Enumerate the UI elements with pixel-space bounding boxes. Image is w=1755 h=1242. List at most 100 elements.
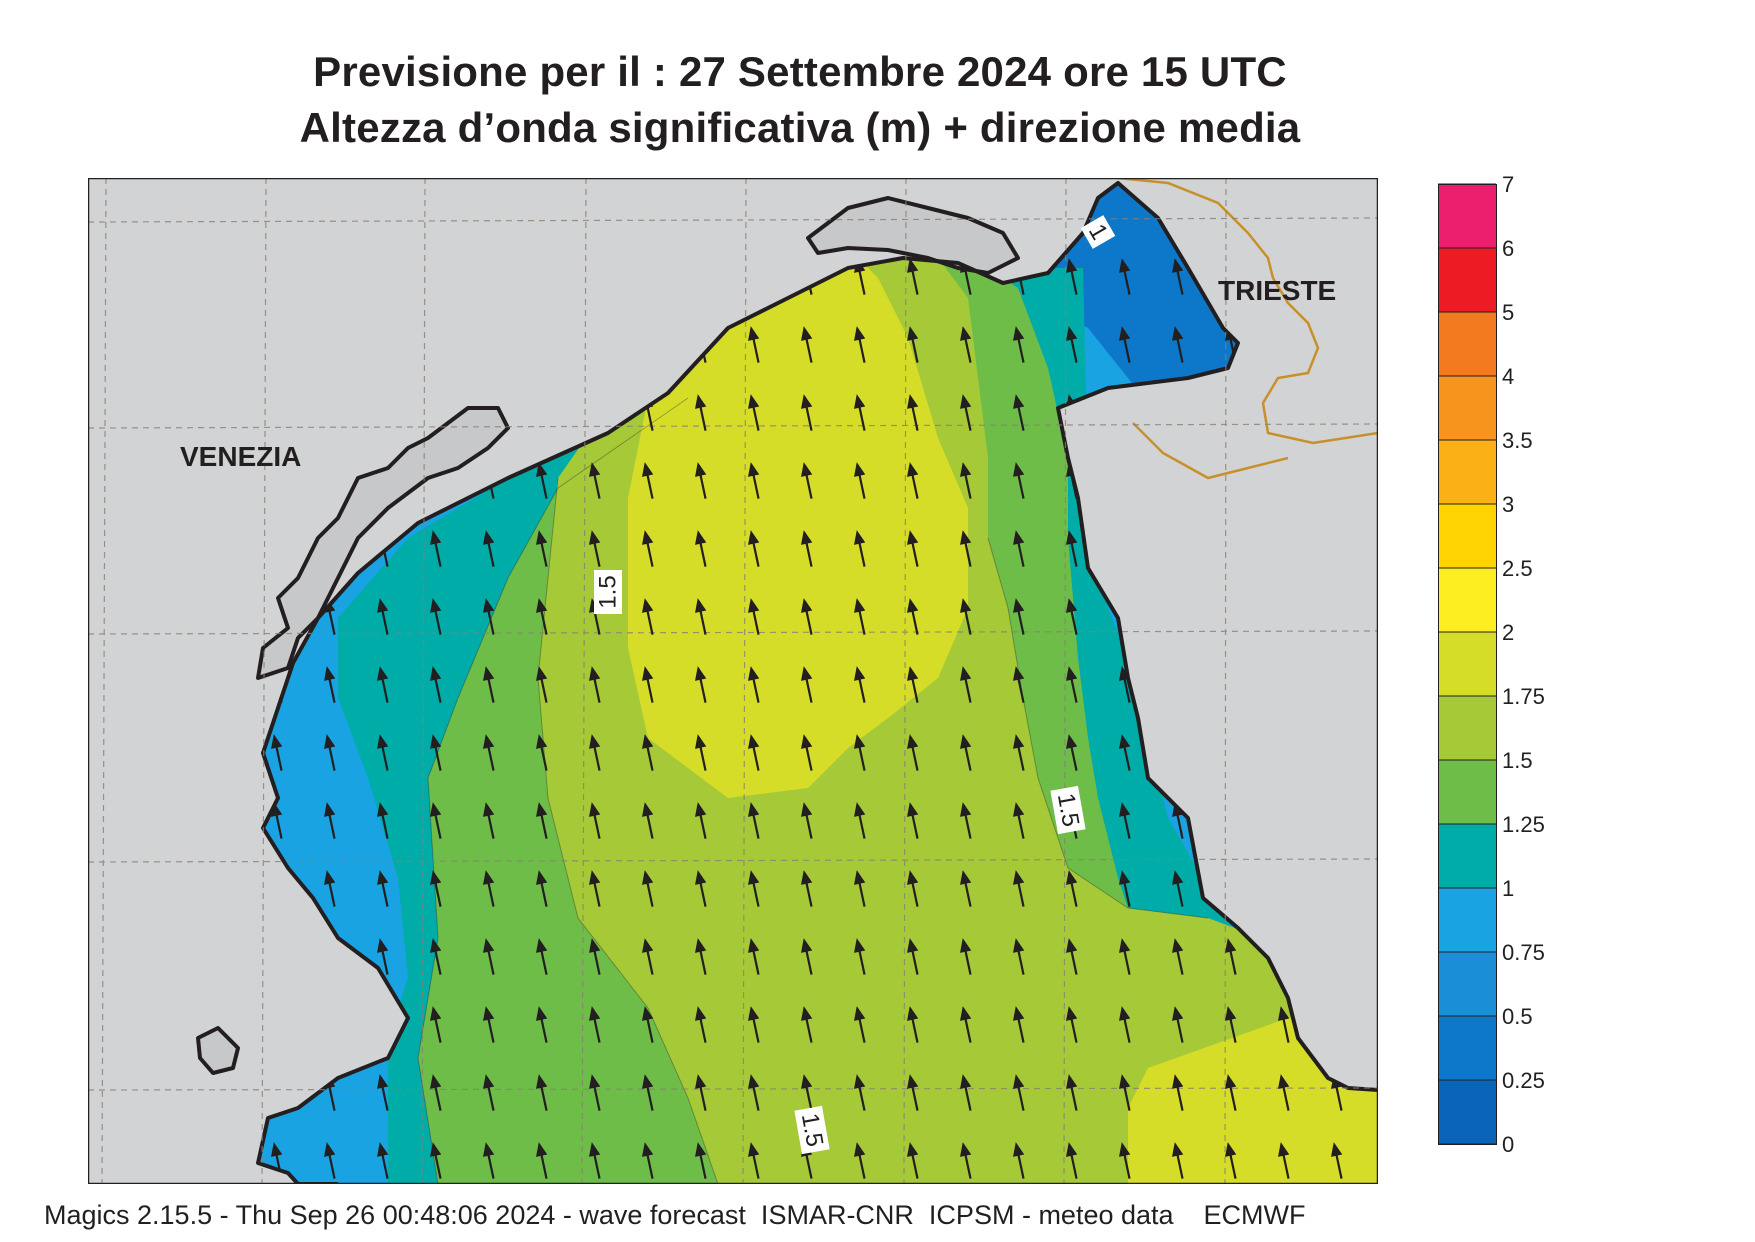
forecast-subtitle: Altezza d’onda significativa (m) + direz…: [299, 104, 1301, 151]
wave-arrow: [1066, 1006, 1078, 1043]
wave-arrow: [377, 1074, 389, 1111]
wave-arrow: [377, 1142, 389, 1179]
political-border: [1117, 178, 1378, 480]
legend-tick-label: 1.75: [1502, 684, 1545, 709]
wave-arrow: [748, 802, 760, 839]
wave-arrow: [589, 1142, 601, 1179]
wave-arrow: [483, 598, 495, 635]
wave-arrow: [589, 1006, 601, 1043]
wave-arrow: [536, 938, 548, 975]
wave-arrow: [801, 394, 813, 431]
wave-arrow: [695, 1074, 707, 1111]
wave-arrow: [1119, 326, 1131, 363]
wave-arrow: [960, 394, 972, 431]
contour-label: 1.5: [794, 1105, 830, 1155]
wave-arrow: [1172, 1006, 1184, 1043]
wave-arrow: [960, 1142, 972, 1179]
wave-arrow: [1172, 326, 1184, 363]
wave-arrow: [801, 938, 813, 975]
wave-arrow: [801, 530, 813, 567]
legend-tick-label: 5: [1502, 300, 1514, 325]
wave-arrow: [430, 938, 442, 975]
svg-text:1.5: 1.5: [595, 575, 622, 608]
wave-arrow: [748, 666, 760, 703]
wave-arrow: [1225, 1006, 1237, 1043]
legend-tick-label: 0.75: [1502, 940, 1545, 965]
wave-arrow: [324, 734, 336, 771]
legend-tick-label: 0.5: [1502, 1004, 1533, 1029]
legend-tick-label: 3.5: [1502, 428, 1533, 453]
wave-arrow: [324, 666, 336, 703]
legend-swatch: [1438, 952, 1497, 1017]
legend-swatch: [1438, 760, 1497, 825]
wave-arrow: [1013, 870, 1025, 907]
wave-arrow: [695, 938, 707, 975]
wave-arrow: [801, 1006, 813, 1043]
wave-arrow: [324, 1142, 336, 1179]
wave-arrow: [695, 734, 707, 771]
wave-arrow: [430, 734, 442, 771]
wave-arrow: [960, 666, 972, 703]
wave-arrow: [960, 530, 972, 567]
legend-swatch: [1438, 632, 1497, 697]
wave-arrow: [695, 1142, 707, 1179]
wave-arrow: [854, 870, 866, 907]
wave-arrow: [854, 734, 866, 771]
wave-arrow: [854, 1142, 866, 1179]
wave-arrow: [483, 870, 495, 907]
wave-arrow: [642, 598, 654, 635]
graticule: [88, 178, 1378, 1184]
wave-arrow: [642, 870, 654, 907]
legend-ticks: 0 0.25 0.5 0.75 1 1.25 1.5 1.75 2 2.5 3 3.5 4 5 6 7: [1438, 176, 1545, 1156]
legend-tick-label: 6: [1502, 236, 1514, 261]
legend-tick-label: 2: [1502, 620, 1514, 645]
wave-arrow: [1013, 326, 1025, 363]
wave-arrow: [430, 530, 442, 567]
wave-arrow: [1013, 734, 1025, 771]
legend-swatch: [1438, 376, 1497, 441]
wave-arrow: [907, 666, 919, 703]
wave-arrow: [907, 938, 919, 975]
wave-arrow: [536, 1006, 548, 1043]
wave-arrow: [1013, 1142, 1025, 1179]
wave-arrow: [642, 1142, 654, 1179]
legend-tick-label: 1.25: [1502, 812, 1545, 837]
wave-arrow: [1066, 1074, 1078, 1111]
svg-text:1.5: 1.5: [796, 1111, 828, 1149]
legend-tick-label: 4: [1502, 364, 1514, 389]
wave-arrow: [907, 530, 919, 567]
map-frame: [88, 178, 1378, 1184]
wave-arrow: [960, 1074, 972, 1111]
wave-arrow: [960, 938, 972, 975]
wave-arrow: [483, 1006, 495, 1043]
wave-arrow: [589, 462, 601, 499]
wave-arrow: [536, 462, 548, 499]
wave-arrow: [589, 938, 601, 975]
contour-label: 1.5: [594, 570, 622, 614]
wave-arrow: [377, 666, 389, 703]
wave-arrow: [1225, 1142, 1237, 1179]
wave-arrow: [483, 1074, 495, 1111]
legend-swatch: [1438, 248, 1497, 313]
wave-arrow: [536, 666, 548, 703]
wave-arrow: [907, 598, 919, 635]
wave-arrow: [1013, 666, 1025, 703]
wave-arrow: [1013, 598, 1025, 635]
wave-arrow: [589, 530, 601, 567]
wave-arrow: [960, 1006, 972, 1043]
wave-arrow: [748, 530, 760, 567]
wave-arrow: [907, 870, 919, 907]
wave-arrow: [642, 666, 654, 703]
wave-arrow: [1331, 1142, 1343, 1179]
wave-arrow: [748, 938, 760, 975]
wave-arrow: [695, 394, 707, 431]
legend-swatch: [1438, 504, 1497, 569]
city-label-trieste: TRIESTE: [1218, 275, 1336, 306]
wave-arrow: [1119, 1142, 1131, 1179]
wave-arrow: [801, 326, 813, 363]
wave-arrow: [1066, 530, 1078, 567]
wave-arrow: [642, 530, 654, 567]
wave-arrow: [1172, 258, 1184, 295]
wave-arrow: [1066, 870, 1078, 907]
wave-arrow: [483, 734, 495, 771]
